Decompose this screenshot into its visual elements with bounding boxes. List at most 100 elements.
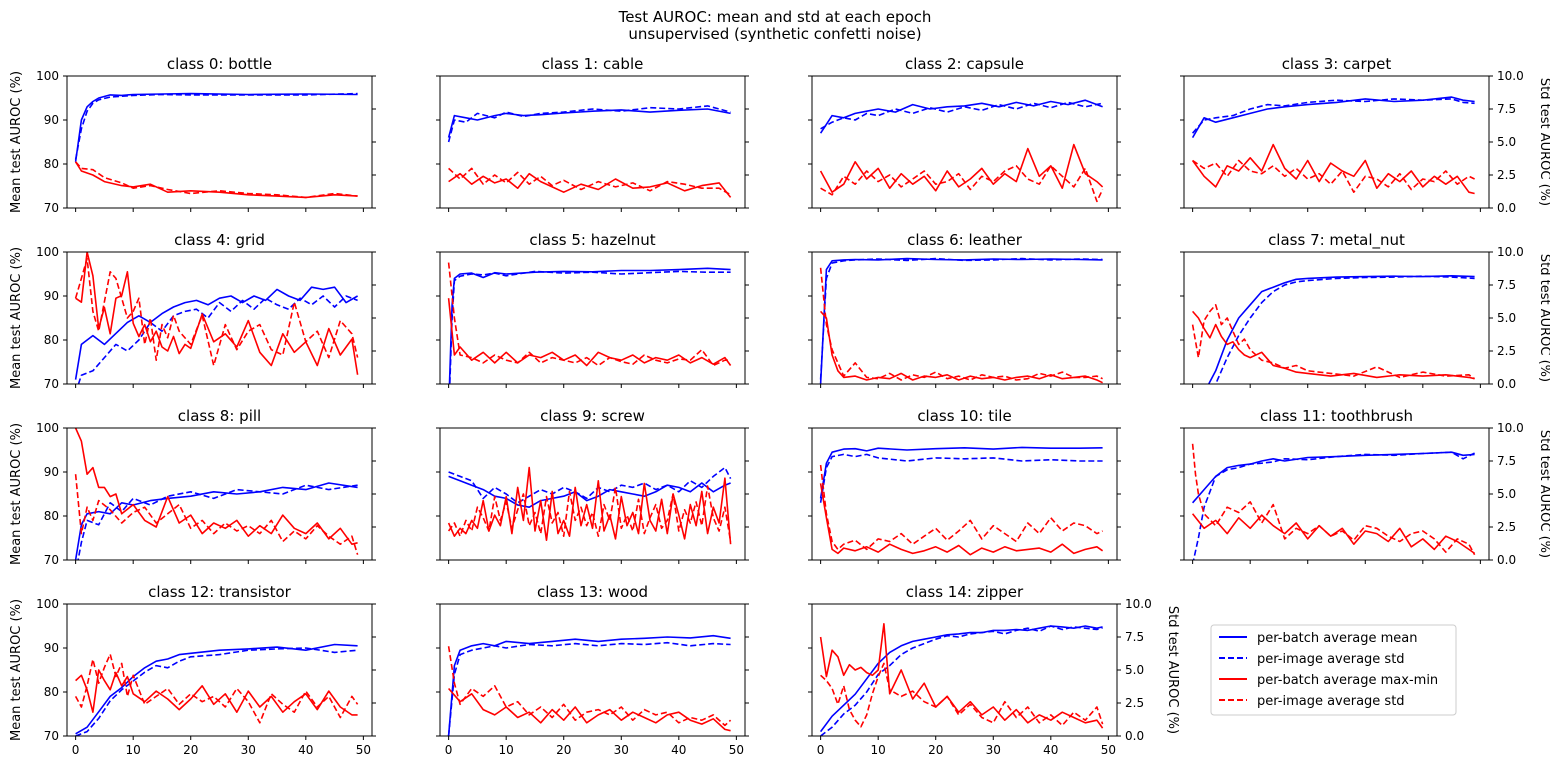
subplot-7: 0.0 2.5 5.0 7.5 10.0 class 7: metal_nut Std te…	[1180, 231, 1550, 391]
subplot-9: class 9: screw	[436, 407, 749, 564]
y2-tick-label: 7.5	[1497, 454, 1516, 468]
series-line-1	[820, 101, 1103, 130]
y-tick-label: 70	[44, 377, 59, 391]
series-group	[447, 105, 732, 198]
series-line-1	[447, 105, 731, 143]
axes-frame	[1183, 427, 1490, 561]
y2-tick-label: 5.0	[1497, 311, 1516, 325]
subplot-1: class 1: cable	[436, 55, 749, 212]
y-axis-label: Mean test AUROC (%)	[9, 71, 24, 213]
axes-frame	[439, 427, 746, 561]
series-group	[74, 643, 359, 736]
series-line-1	[820, 625, 1103, 736]
subplot-14: 0 10 20 30 40 50 0.0 2.5 5.0 7.5 10.0 class 14: zip…	[808, 583, 1180, 757]
subplot-title: class 13: wood	[537, 583, 648, 601]
axes-frame	[811, 251, 1118, 385]
axes-frame	[811, 75, 1118, 209]
y-tick-label: 80	[44, 157, 59, 171]
series-line-1	[1214, 275, 1475, 384]
series-line-1	[819, 257, 1103, 380]
series-group	[447, 262, 732, 384]
y-tick-label: 80	[44, 333, 59, 347]
subplot-10: class 10: tile	[808, 407, 1121, 564]
series-group	[74, 252, 359, 384]
subplot-title: class 11: toothbrush	[1260, 407, 1413, 425]
series-group	[74, 428, 359, 560]
subplot-title: class 14: zipper	[906, 583, 1024, 601]
x-tick-label: 30	[986, 743, 1001, 757]
y2-tick-label: 7.5	[1497, 102, 1516, 116]
subplot-title: class 1: cable	[542, 55, 644, 73]
series-line-2	[448, 172, 732, 198]
x-tick-label: 50	[729, 743, 744, 757]
series-line-3	[820, 165, 1104, 203]
series-group	[1191, 274, 1476, 384]
axes-frame	[439, 603, 746, 737]
series-line-2	[1191, 143, 1475, 195]
subplot-11: 0.0 2.5 5.0 7.5 10.0 class 11: toothbrush Std …	[1180, 407, 1550, 567]
subplot-5: class 5: hazelnut	[436, 231, 749, 388]
x-tick-label: 40	[671, 743, 686, 757]
x-tick-label: 10	[126, 743, 141, 757]
series-group	[74, 92, 358, 199]
y-tick-label: 70	[44, 553, 59, 567]
axes-frame	[1183, 75, 1490, 209]
series-line-3	[74, 161, 358, 199]
x-tick-label: 10	[871, 743, 886, 757]
x-tick-label: 20	[556, 743, 571, 757]
y2-tick-label: 10.0	[1497, 69, 1524, 83]
series-line-3	[447, 262, 731, 367]
figure-title-line2: unsupervised (synthetic confetti noise)	[628, 25, 921, 43]
x-tick-label: 20	[928, 743, 943, 757]
subplot-title: class 4: grid	[174, 231, 265, 249]
series-line-3	[448, 167, 731, 196]
y2-tick-label: 2.5	[1497, 344, 1516, 358]
subplot-0: 70 80 90 100 class 0: bottle Mean test AUROC …	[9, 55, 376, 215]
y2-tick-label: 10.0	[1125, 597, 1152, 611]
y-tick-label: 90	[44, 113, 59, 127]
series-group	[447, 466, 732, 545]
y-tick-label: 70	[44, 201, 59, 215]
series-line-2	[1191, 513, 1476, 555]
subplot-title: class 5: hazelnut	[529, 231, 655, 249]
series-group	[819, 446, 1104, 556]
series-line-3	[74, 653, 359, 724]
series-line-1	[77, 295, 358, 384]
subplot-title: class 9: screw	[540, 407, 645, 425]
y-tick-label: 100	[36, 69, 59, 83]
subplot-title: class 3: carpet	[1282, 55, 1392, 73]
subplot-8: 70 80 90 100 class 8: pill Mean test AUROC (%…	[9, 407, 376, 567]
figure-title-line1: Test AUROC: mean and std at each epoch	[618, 8, 932, 26]
y-axis-label: Mean test AUROC (%)	[9, 423, 24, 565]
axes-frame	[66, 251, 373, 385]
y2-tick-label: 5.0	[1497, 487, 1516, 501]
series-group	[447, 634, 732, 736]
x-tick-label: 10	[499, 743, 514, 757]
series-line-1	[1192, 451, 1475, 560]
legend: per-batch average mean per-image average…	[1210, 624, 1457, 716]
y-tick-label: 70	[44, 729, 59, 743]
series-group	[1191, 443, 1476, 560]
axes-frame	[66, 75, 373, 209]
series-line-0	[819, 625, 1103, 733]
series-line-0	[819, 99, 1103, 134]
subplot-3: 0.0 2.5 5.0 7.5 10.0 class 3: carpet Std test …	[1180, 55, 1550, 215]
series-line-0	[74, 286, 358, 380]
subplot-title: class 8: pill	[178, 407, 261, 425]
axes-frame	[439, 251, 746, 385]
y-tick-label: 100	[36, 421, 59, 435]
series-line-1	[74, 92, 358, 160]
y2-tick-label: 2.5	[1497, 520, 1516, 534]
y-tick-label: 80	[44, 685, 59, 699]
y2-tick-label: 0.0	[1497, 553, 1516, 567]
subplot-2: class 2: capsule	[808, 55, 1121, 212]
subplot-4: 70 80 90 100 class 4: grid Mean test AUROC (%…	[9, 231, 376, 391]
series-line-2	[447, 466, 732, 545]
y2-axis-label: Std test AUROC (%)	[1537, 254, 1550, 382]
legend-frame	[1210, 624, 1457, 716]
y2-tick-label: 5.0	[1497, 135, 1516, 149]
y-tick-label: 90	[44, 641, 59, 655]
series-group	[819, 622, 1104, 736]
legend-label-2: per-batch average max-min	[1257, 673, 1438, 688]
x-tick-label: 0	[817, 743, 825, 757]
